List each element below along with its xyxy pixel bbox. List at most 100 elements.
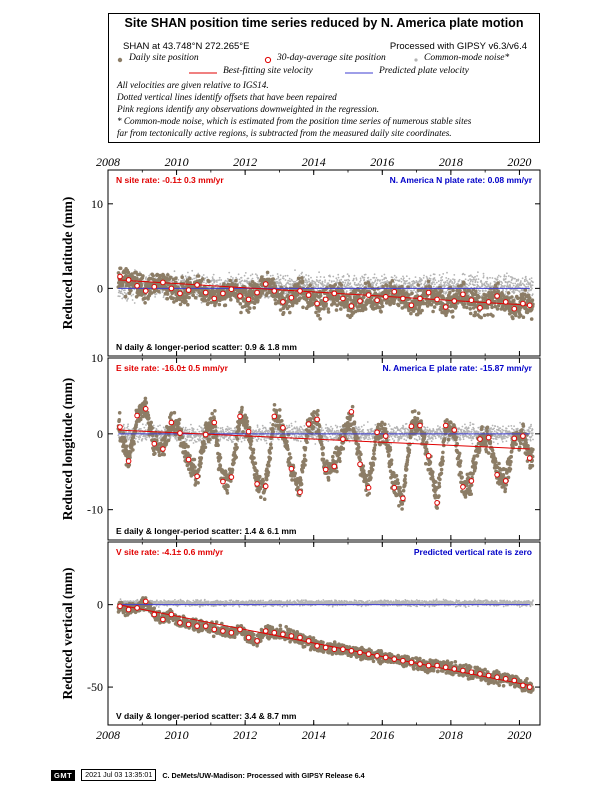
- avg30-point: [271, 288, 278, 294]
- cm-noise-point: [369, 278, 372, 281]
- avg30-point: [434, 296, 440, 303]
- cm-noise-point: [469, 283, 472, 285]
- cm-noise-point: [295, 435, 298, 437]
- daily-point: [392, 301, 396, 306]
- daily-point: [318, 317, 322, 321]
- cm-noise-point: [373, 273, 376, 276]
- cm-noise-point: [526, 279, 528, 282]
- cm-noise-point: [139, 435, 141, 437]
- daily-point: [526, 293, 531, 298]
- cm-noise-point: [418, 277, 421, 279]
- cm-noise-point: [453, 274, 456, 276]
- cm-noise-point: [422, 277, 425, 279]
- cm-noise-point: [509, 284, 511, 287]
- daily-point: [410, 291, 414, 296]
- daily-point: [361, 308, 365, 313]
- daily-point: [265, 270, 270, 275]
- daily-point: [456, 295, 461, 299]
- avg30-point: [451, 298, 458, 304]
- cm-noise-point: [524, 280, 526, 283]
- daily-point: [233, 291, 238, 296]
- daily-point: [141, 274, 145, 278]
- cm-noise-point: [277, 276, 280, 279]
- cm-noise-point: [414, 281, 416, 284]
- cm-noise-point: [230, 429, 233, 432]
- cm-noise-point: [256, 426, 259, 428]
- cm-noise-point: [406, 279, 408, 282]
- cm-noise-point: [232, 277, 234, 279]
- daily-point: [390, 279, 395, 283]
- cm-noise-point: [203, 281, 205, 284]
- daily-point: [229, 297, 233, 302]
- cm-noise-point: [348, 279, 351, 282]
- cm-noise-point: [385, 281, 388, 284]
- cm-noise-point: [141, 438, 144, 440]
- daily-point: [379, 310, 383, 314]
- daily-point: [203, 298, 208, 303]
- daily-point: [166, 282, 171, 287]
- cm-noise-point: [226, 425, 229, 428]
- cm-noise-point: [471, 280, 474, 283]
- cm-noise-point: [317, 284, 320, 286]
- cm-noise-point: [395, 283, 398, 286]
- cm-noise-point: [143, 426, 146, 429]
- cm-noise-point: [265, 439, 268, 442]
- cm-noise-point: [190, 439, 193, 442]
- cm-noise-point: [182, 426, 185, 429]
- daily-point: [181, 281, 186, 286]
- cm-noise-point: [176, 439, 178, 442]
- cm-noise-point: [445, 277, 448, 279]
- cm-noise-point: [279, 274, 282, 277]
- cm-noise-point: [367, 276, 370, 279]
- avg30-point: [442, 304, 449, 310]
- cm-noise-point: [408, 277, 411, 280]
- cm-noise-point: [247, 277, 250, 280]
- cm-noise-point: [272, 274, 274, 277]
- cm-noise-point: [528, 278, 531, 281]
- cm-noise-point: [497, 284, 500, 287]
- cm-noise-point: [393, 274, 396, 277]
- cm-noise-point: [477, 278, 480, 280]
- cm-noise-point: [440, 282, 442, 284]
- cm-noise-point: [457, 280, 460, 282]
- cm-noise-point: [243, 274, 246, 277]
- cm-noise-point: [421, 279, 423, 282]
- cm-noise-point: [127, 425, 129, 428]
- daily-point: [151, 274, 155, 278]
- cm-noise-point: [372, 284, 374, 287]
- cm-noise-point: [120, 290, 123, 293]
- daily-point: [468, 311, 473, 316]
- cm-noise-point: [329, 275, 331, 278]
- cm-noise-point: [487, 284, 490, 287]
- daily-point: [496, 281, 500, 285]
- daily-point: [416, 283, 421, 287]
- cm-noise-point: [290, 422, 293, 425]
- cm-noise-point: [141, 439, 143, 442]
- daily-point: [217, 302, 222, 307]
- cm-noise-point: [348, 275, 350, 278]
- cm-noise-point: [249, 280, 252, 283]
- cm-noise-point: [315, 283, 318, 286]
- cm-noise-point: [118, 290, 121, 293]
- cm-noise-point: [345, 290, 348, 292]
- cm-noise-point: [514, 282, 517, 285]
- legend-note-2: Dotted vertical lines identify offsets t…: [117, 92, 337, 102]
- cm-noise-point: [191, 278, 194, 281]
- daily-point: [516, 296, 520, 301]
- cm-noise-point: [152, 424, 155, 427]
- daily-point: [300, 276, 304, 280]
- cm-noise-point: [218, 279, 221, 281]
- cm-noise-point: [288, 424, 291, 427]
- cm-noise-point: [144, 429, 147, 432]
- daily-point: [330, 303, 334, 307]
- avg30-point: [485, 299, 492, 305]
- cm-noise-point: [419, 280, 422, 283]
- cm-noise-point: [525, 283, 528, 285]
- cm-noise-point: [449, 284, 451, 286]
- cm-noise-point: [450, 279, 452, 282]
- cm-noise-point: [476, 281, 479, 284]
- cm-noise-point: [349, 282, 352, 284]
- daily-point: [417, 306, 422, 310]
- cm-noise-point: [285, 283, 287, 286]
- cm-noise-point: [470, 274, 472, 277]
